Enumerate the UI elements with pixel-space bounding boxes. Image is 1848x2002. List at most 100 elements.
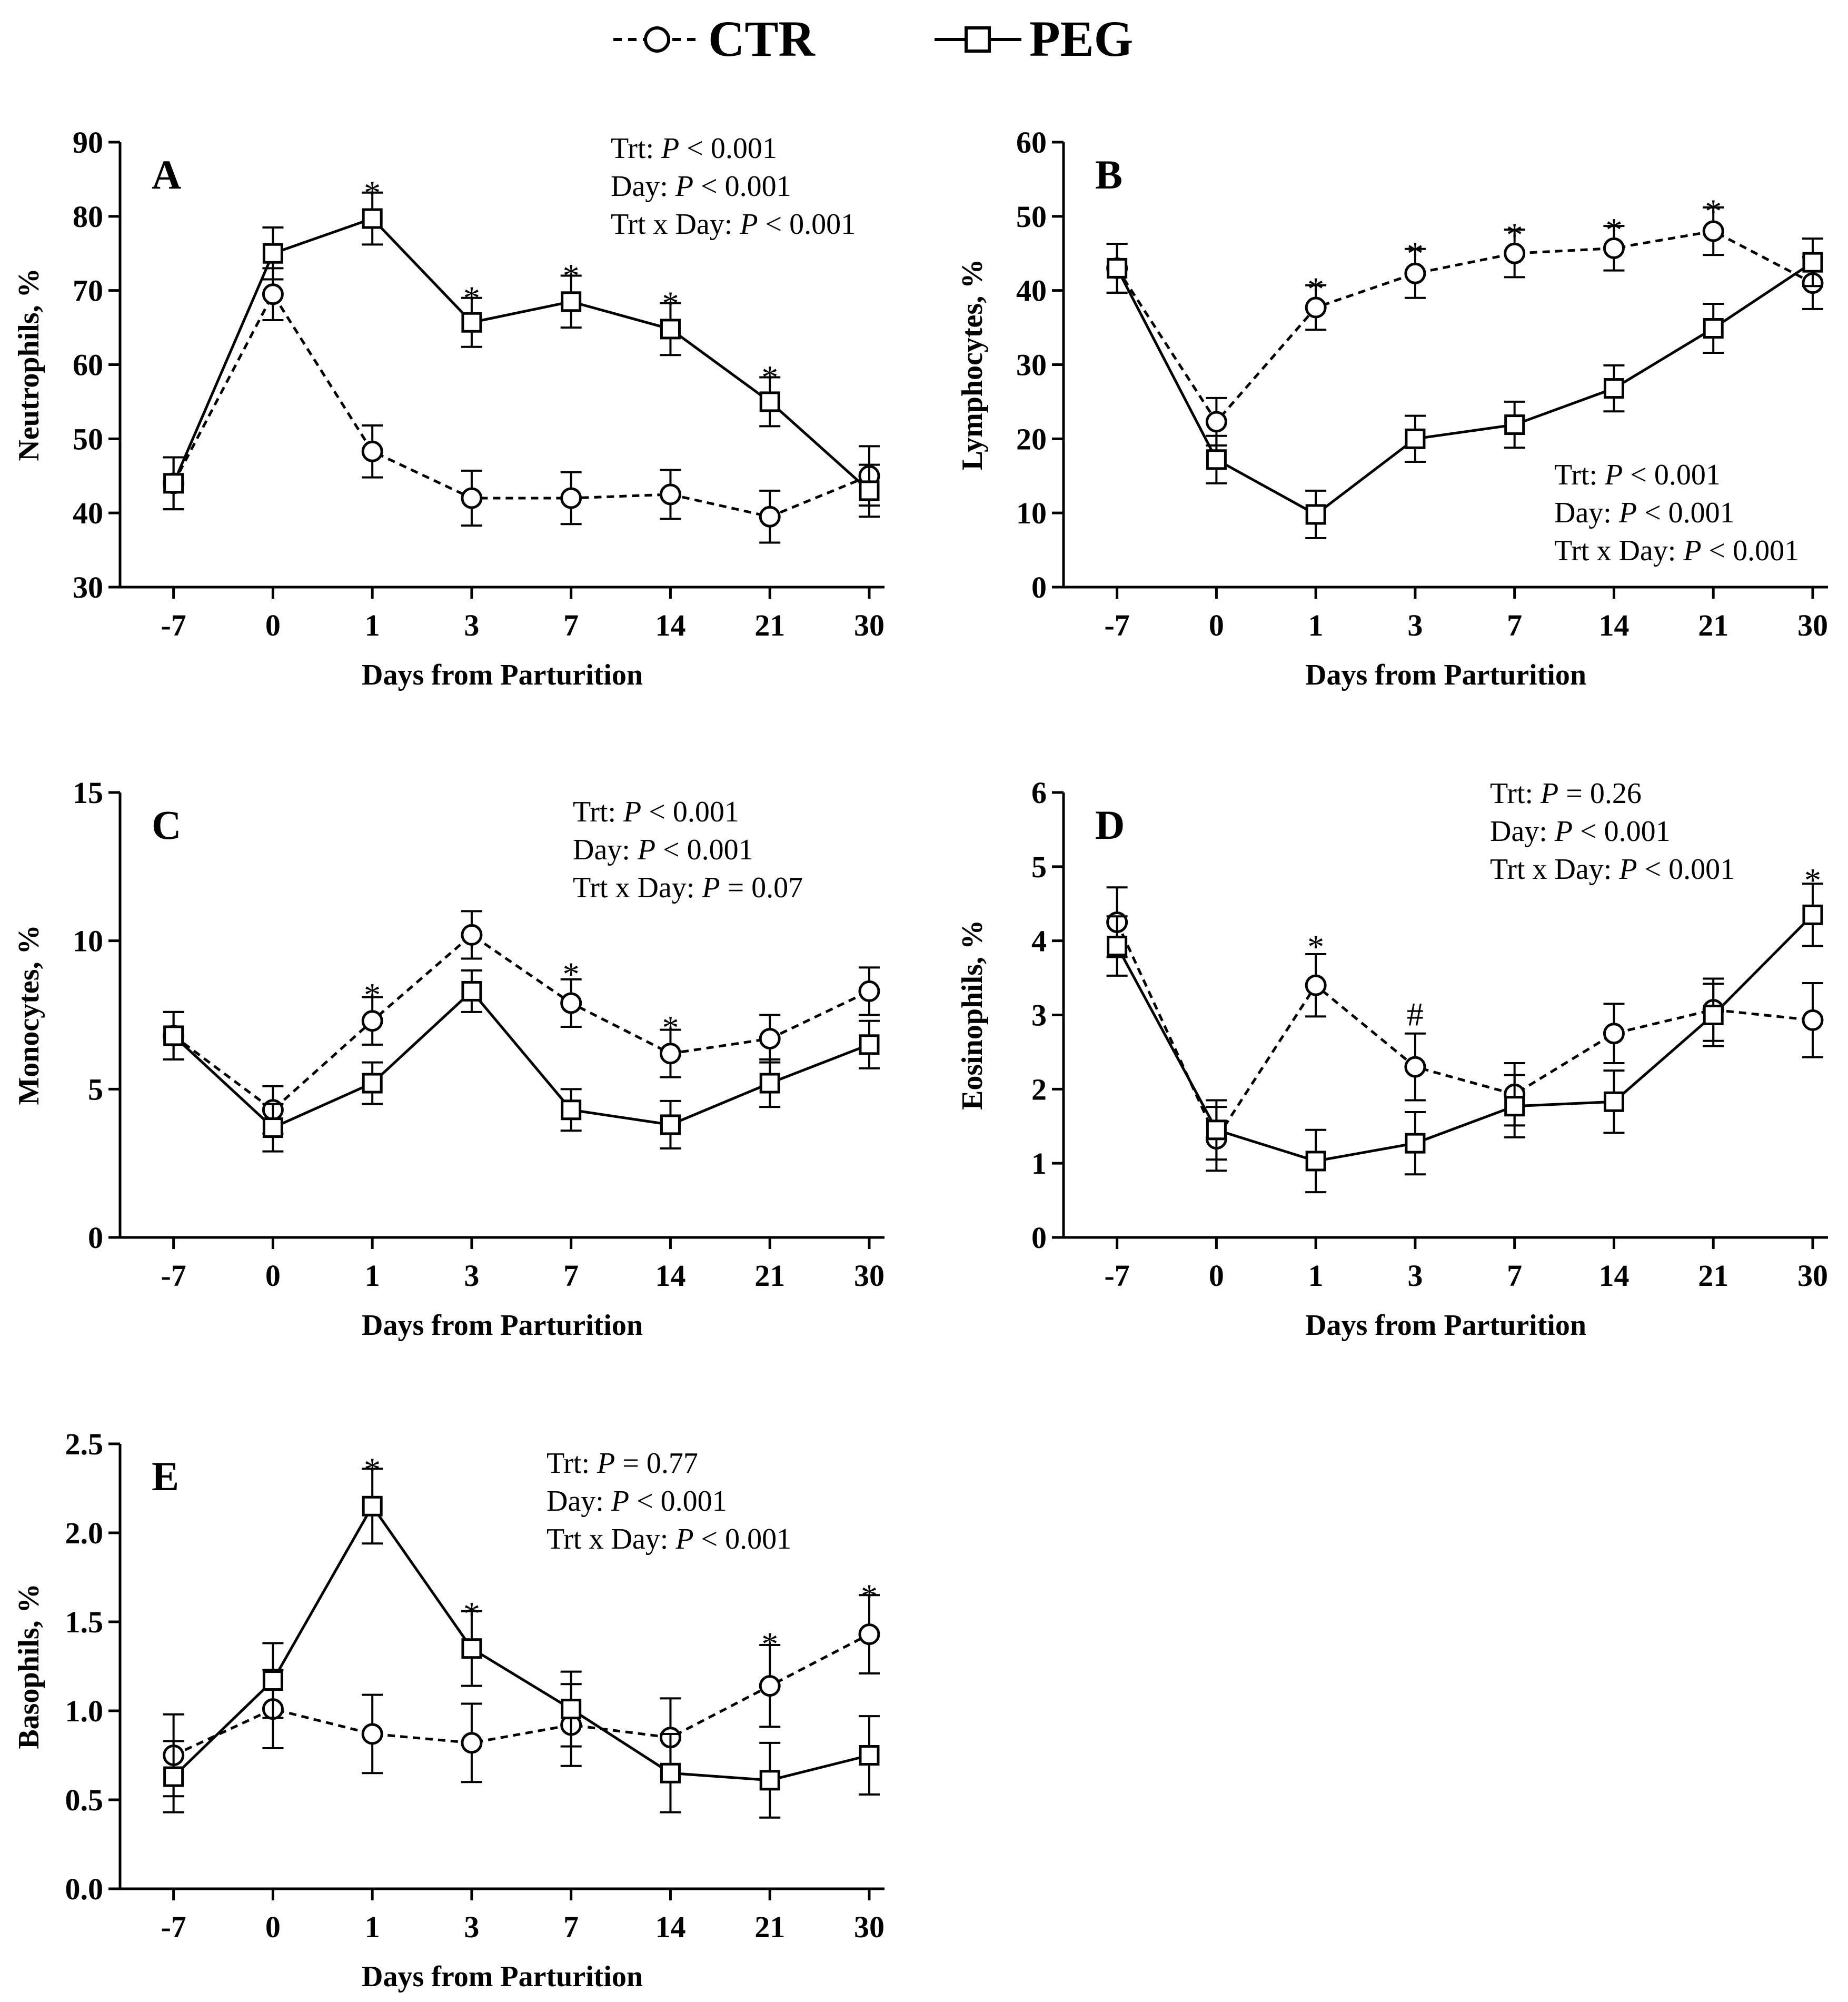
- x-tick-label-c: 0: [265, 1258, 281, 1293]
- series-peg-e: [163, 1468, 880, 1819]
- x-tick-label-e: 0: [265, 1910, 281, 1944]
- marker-peg-a: [163, 473, 184, 494]
- marker-peg-a: [262, 243, 283, 264]
- marker-ctr-a: [759, 506, 781, 528]
- x-tick-label-b: 3: [1407, 608, 1423, 642]
- panel-e: 0.0 0.5 1.0 1.5 2.0 2.5 -7 0 1 3 7 14 21 30 Days from …: [13, 1427, 885, 1993]
- x-axis-title-d: Days from Parturition: [1305, 1309, 1586, 1342]
- series-line-ctr-c: [173, 933, 870, 1112]
- marker-ctr-c: [560, 992, 582, 1014]
- stat-line-a: Trt x Day: P < 0.001: [611, 208, 856, 241]
- series-peg-b: [1106, 237, 1823, 540]
- marker-ctr-e: [361, 1723, 383, 1745]
- x-tick-label-c: 21: [754, 1258, 785, 1293]
- marker-peg-c: [262, 1117, 283, 1138]
- x-tick-label-c: 1: [365, 1258, 380, 1293]
- marker-peg-c: [859, 1034, 880, 1055]
- x-tick-label-e: 14: [655, 1910, 685, 1944]
- marker-peg-d: [1802, 904, 1823, 925]
- marker-ctr-c: [659, 1043, 681, 1065]
- marker-ctr-a: [361, 440, 383, 462]
- x-tick-label-b: 0: [1209, 608, 1224, 642]
- x-tick-label-d: 14: [1598, 1258, 1629, 1293]
- stat-value-e: = 0.77: [615, 1447, 698, 1480]
- series-peg-a: [163, 191, 880, 518]
- stat-line-c: Trt x Day: P = 0.07: [573, 871, 803, 904]
- marker-peg-b: [1603, 378, 1624, 399]
- stat-p-d: P: [1554, 815, 1573, 848]
- stat-label-e: Trt x Day:: [547, 1523, 675, 1555]
- marker-ctr-a: [262, 283, 284, 305]
- stat-label-a: Trt:: [611, 132, 661, 165]
- stat-value-c: < 0.001: [655, 834, 753, 866]
- series-line-ctr-d: [1116, 921, 1813, 1142]
- marker-peg-c: [660, 1114, 681, 1135]
- y-tick-label-e: 1.0: [65, 1694, 104, 1728]
- asterisk-annotation-a: *: [761, 359, 778, 396]
- stat-line-c: Trt: P < 0.001: [573, 796, 739, 828]
- asterisk-annotation-b: *: [1705, 193, 1722, 230]
- marker-peg-b: [1802, 252, 1823, 273]
- asterisk-annotation-e: *: [364, 1451, 381, 1488]
- y-tick-label-d: 4: [1031, 924, 1047, 958]
- x-tick-label-a: 3: [464, 608, 479, 642]
- marker-peg-b: [1305, 504, 1326, 525]
- x-tick-label-d: 1: [1308, 1258, 1324, 1293]
- asterisk-annotation-b: *: [1407, 235, 1424, 272]
- marker-peg-e: [362, 1495, 383, 1517]
- marker-ctr-a: [560, 487, 582, 509]
- stat-p-e: P: [611, 1485, 629, 1518]
- marker-ctr-c: [461, 924, 483, 946]
- asterisk-annotation-b: *: [1605, 211, 1622, 249]
- marker-ctr-b: [1404, 262, 1426, 284]
- x-tick-label-a: 1: [365, 608, 380, 642]
- series-line-ctr-e: [173, 1633, 870, 1757]
- stat-p-c: P: [701, 871, 720, 904]
- marker-peg-a: [660, 319, 681, 340]
- legend-ctr: CTR: [613, 11, 816, 67]
- stat-label-d: Trt x Day:: [1490, 853, 1619, 886]
- marker-peg-d: [1405, 1133, 1426, 1154]
- marker-peg-c: [163, 1025, 184, 1046]
- stat-p-e: P: [675, 1523, 693, 1555]
- marker-peg-a: [561, 291, 582, 312]
- asterisk-annotation-d: *: [1307, 928, 1324, 966]
- y-tick-label-c: 0: [88, 1221, 103, 1255]
- stat-value-d: < 0.001: [1637, 853, 1735, 886]
- asterisk-annotation-a: *: [563, 257, 580, 294]
- y-tick-label-b: 60: [1016, 125, 1047, 160]
- stat-label-e: Trt:: [547, 1447, 597, 1480]
- stat-line-e: Day: P < 0.001: [547, 1485, 727, 1518]
- stat-line-d: Trt x Day: P < 0.001: [1490, 853, 1735, 886]
- series-peg-c: [163, 969, 880, 1153]
- y-tick-label-d: 5: [1031, 850, 1047, 884]
- marker-ctr-d: [1603, 1023, 1625, 1045]
- marker-ctr-e: [461, 1732, 483, 1754]
- marker-peg-c: [759, 1073, 780, 1094]
- y-axis-title-a: Neutrophils, %: [13, 268, 45, 461]
- y-tick-label-e: 1.5: [65, 1605, 104, 1639]
- stat-value-d: = 0.26: [1558, 777, 1642, 810]
- x-tick-label-d: 3: [1407, 1258, 1423, 1293]
- marker-ctr-e: [759, 1675, 781, 1697]
- marker-peg-c: [362, 1073, 383, 1094]
- x-tick-label-c: 14: [655, 1258, 685, 1293]
- marker-ctr-c: [759, 1028, 781, 1050]
- stat-value-e: < 0.001: [629, 1485, 727, 1518]
- stat-label-c: Day:: [573, 834, 638, 866]
- x-tick-label-e: 3: [464, 1910, 479, 1944]
- stat-label-a: Trt x Day:: [611, 208, 740, 241]
- y-tick-label-e: 0.0: [65, 1872, 104, 1906]
- marker-peg-a: [362, 208, 383, 229]
- stat-label-e: Day:: [547, 1485, 611, 1518]
- y-tick-label-a: 90: [73, 125, 103, 160]
- y-tick-label-d: 0: [1031, 1221, 1047, 1255]
- stat-value-e: < 0.001: [694, 1523, 792, 1555]
- legend-ctr-label: CTR: [708, 11, 816, 67]
- x-tick-label-c: 30: [854, 1258, 885, 1293]
- stat-p-a: P: [661, 132, 679, 165]
- x-tick-label-b: 7: [1507, 608, 1522, 642]
- x-axis-title-c: Days from Parturition: [362, 1309, 643, 1342]
- panel-letter-c: C: [152, 802, 181, 848]
- stat-p-a: P: [675, 170, 693, 203]
